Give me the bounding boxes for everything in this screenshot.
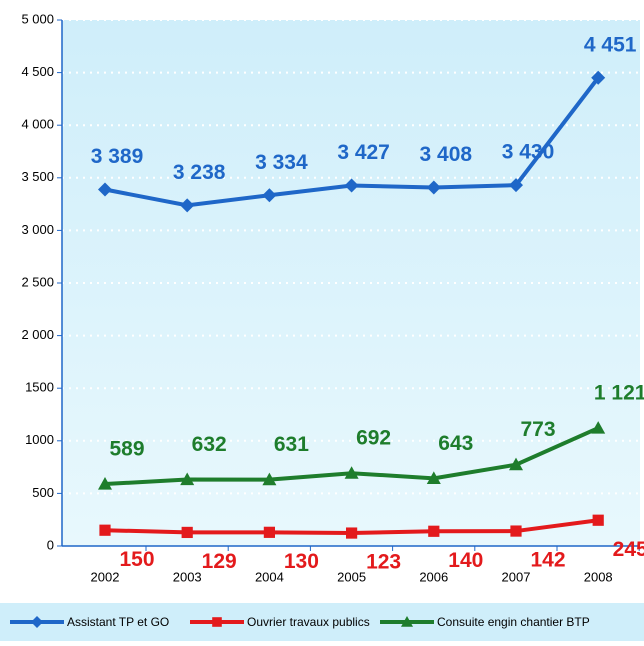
y-tick-label: 4 000 xyxy=(21,117,54,132)
value-label: 3 389 xyxy=(91,145,144,168)
value-label: 150 xyxy=(119,548,154,571)
point xyxy=(591,70,606,85)
value-label: 129 xyxy=(202,550,237,573)
value-label: 589 xyxy=(109,438,144,461)
value-label: 643 xyxy=(438,432,473,455)
value-label: 142 xyxy=(530,549,565,572)
point xyxy=(426,471,441,484)
point xyxy=(426,180,441,195)
point xyxy=(344,466,359,479)
legend-label: Assistant TP et GO xyxy=(67,615,169,629)
y-tick-label: 5 000 xyxy=(21,11,54,26)
point xyxy=(180,198,195,213)
x-tick-label: 2007 xyxy=(502,569,531,584)
legend-marker xyxy=(212,617,222,627)
y-tick-label: 4 500 xyxy=(21,64,54,79)
point xyxy=(346,527,358,539)
value-label: 3 427 xyxy=(337,141,390,164)
value-label: 130 xyxy=(284,550,319,573)
point xyxy=(262,472,277,486)
value-label: 632 xyxy=(192,433,227,456)
value-label: 140 xyxy=(448,549,483,572)
point xyxy=(428,525,440,537)
point xyxy=(98,477,112,490)
point xyxy=(263,526,275,538)
y-tick-label: 500 xyxy=(32,485,54,500)
x-tick-label: 2005 xyxy=(337,569,366,584)
y-tick-label: 1000 xyxy=(25,432,54,447)
value-label: 4 451 xyxy=(584,33,637,56)
value-label: 3 238 xyxy=(173,161,226,184)
value-label: 1 121 xyxy=(594,382,644,405)
point xyxy=(509,178,523,193)
point xyxy=(181,526,193,539)
y-tick-label: 3 500 xyxy=(21,169,54,184)
point xyxy=(98,182,112,197)
x-tick-label: 2003 xyxy=(173,569,202,584)
legend-marker xyxy=(401,616,413,627)
point xyxy=(591,421,606,434)
value-label: 3 430 xyxy=(502,141,555,164)
x-tick-label: 2004 xyxy=(255,569,284,584)
point xyxy=(344,178,359,193)
value-label: 245 xyxy=(613,538,644,561)
legend-label: Consuite engin chantier BTP xyxy=(437,615,590,629)
x-tick-label: 2002 xyxy=(91,569,120,584)
legend-label: Ouvrier travaux publics xyxy=(247,615,370,629)
value-label: 3 408 xyxy=(420,143,473,166)
y-tick-label: 1500 xyxy=(25,380,54,395)
point xyxy=(99,524,111,536)
y-tick-label: 2 500 xyxy=(21,274,54,289)
y-tick-label: 2 000 xyxy=(21,327,54,342)
legend-band xyxy=(0,603,644,641)
point xyxy=(262,188,277,203)
point xyxy=(509,457,523,471)
value-label: 3 334 xyxy=(255,151,308,174)
x-tick-label: 2006 xyxy=(419,569,448,584)
y-tick-label: 3 000 xyxy=(21,222,54,237)
value-label: 123 xyxy=(366,551,401,574)
point xyxy=(592,514,604,526)
point xyxy=(180,472,195,486)
x-tick-label: 2008 xyxy=(584,569,613,584)
legend-marker xyxy=(31,616,43,628)
y-tick-label: 0 xyxy=(47,537,54,552)
point xyxy=(510,525,522,537)
value-label: 631 xyxy=(274,433,309,456)
value-label: 773 xyxy=(520,418,555,441)
value-label: 692 xyxy=(356,427,391,450)
